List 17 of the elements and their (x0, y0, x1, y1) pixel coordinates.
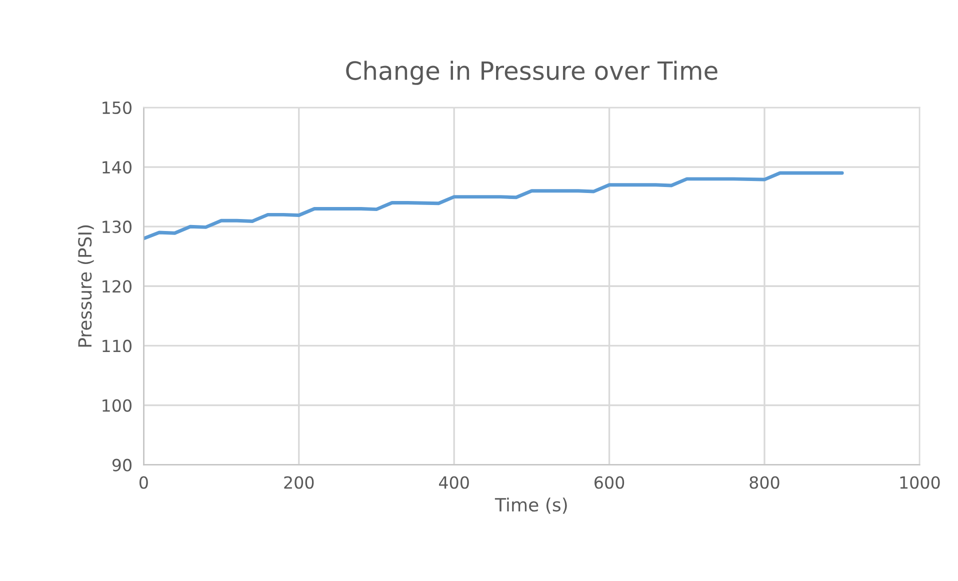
x-axis-title: Time (s) (494, 498, 567, 514)
y-tick-label: 90 (112, 458, 132, 472)
y-axis-title: Pressure (PSI) (78, 225, 94, 347)
x-tick-label: 800 (750, 476, 780, 489)
y-tick-label: 130 (102, 220, 132, 234)
x-tick-label: 200 (284, 476, 314, 489)
x-tick-label: 400 (439, 476, 469, 489)
x-tick-label: 0 (139, 476, 148, 489)
y-tick-label: 110 (102, 340, 132, 352)
y-tick-label: 150 (102, 101, 132, 114)
y-tick-label: 120 (102, 280, 132, 293)
y-tick-label: 140 (102, 161, 132, 174)
x-tick-label: 600 (594, 476, 624, 489)
line-series (144, 171, 844, 240)
y-tick-label: 100 (102, 399, 132, 412)
chart-title: Change in Pressure over Time (346, 60, 718, 85)
x-tick-label: 1000 (900, 476, 940, 489)
